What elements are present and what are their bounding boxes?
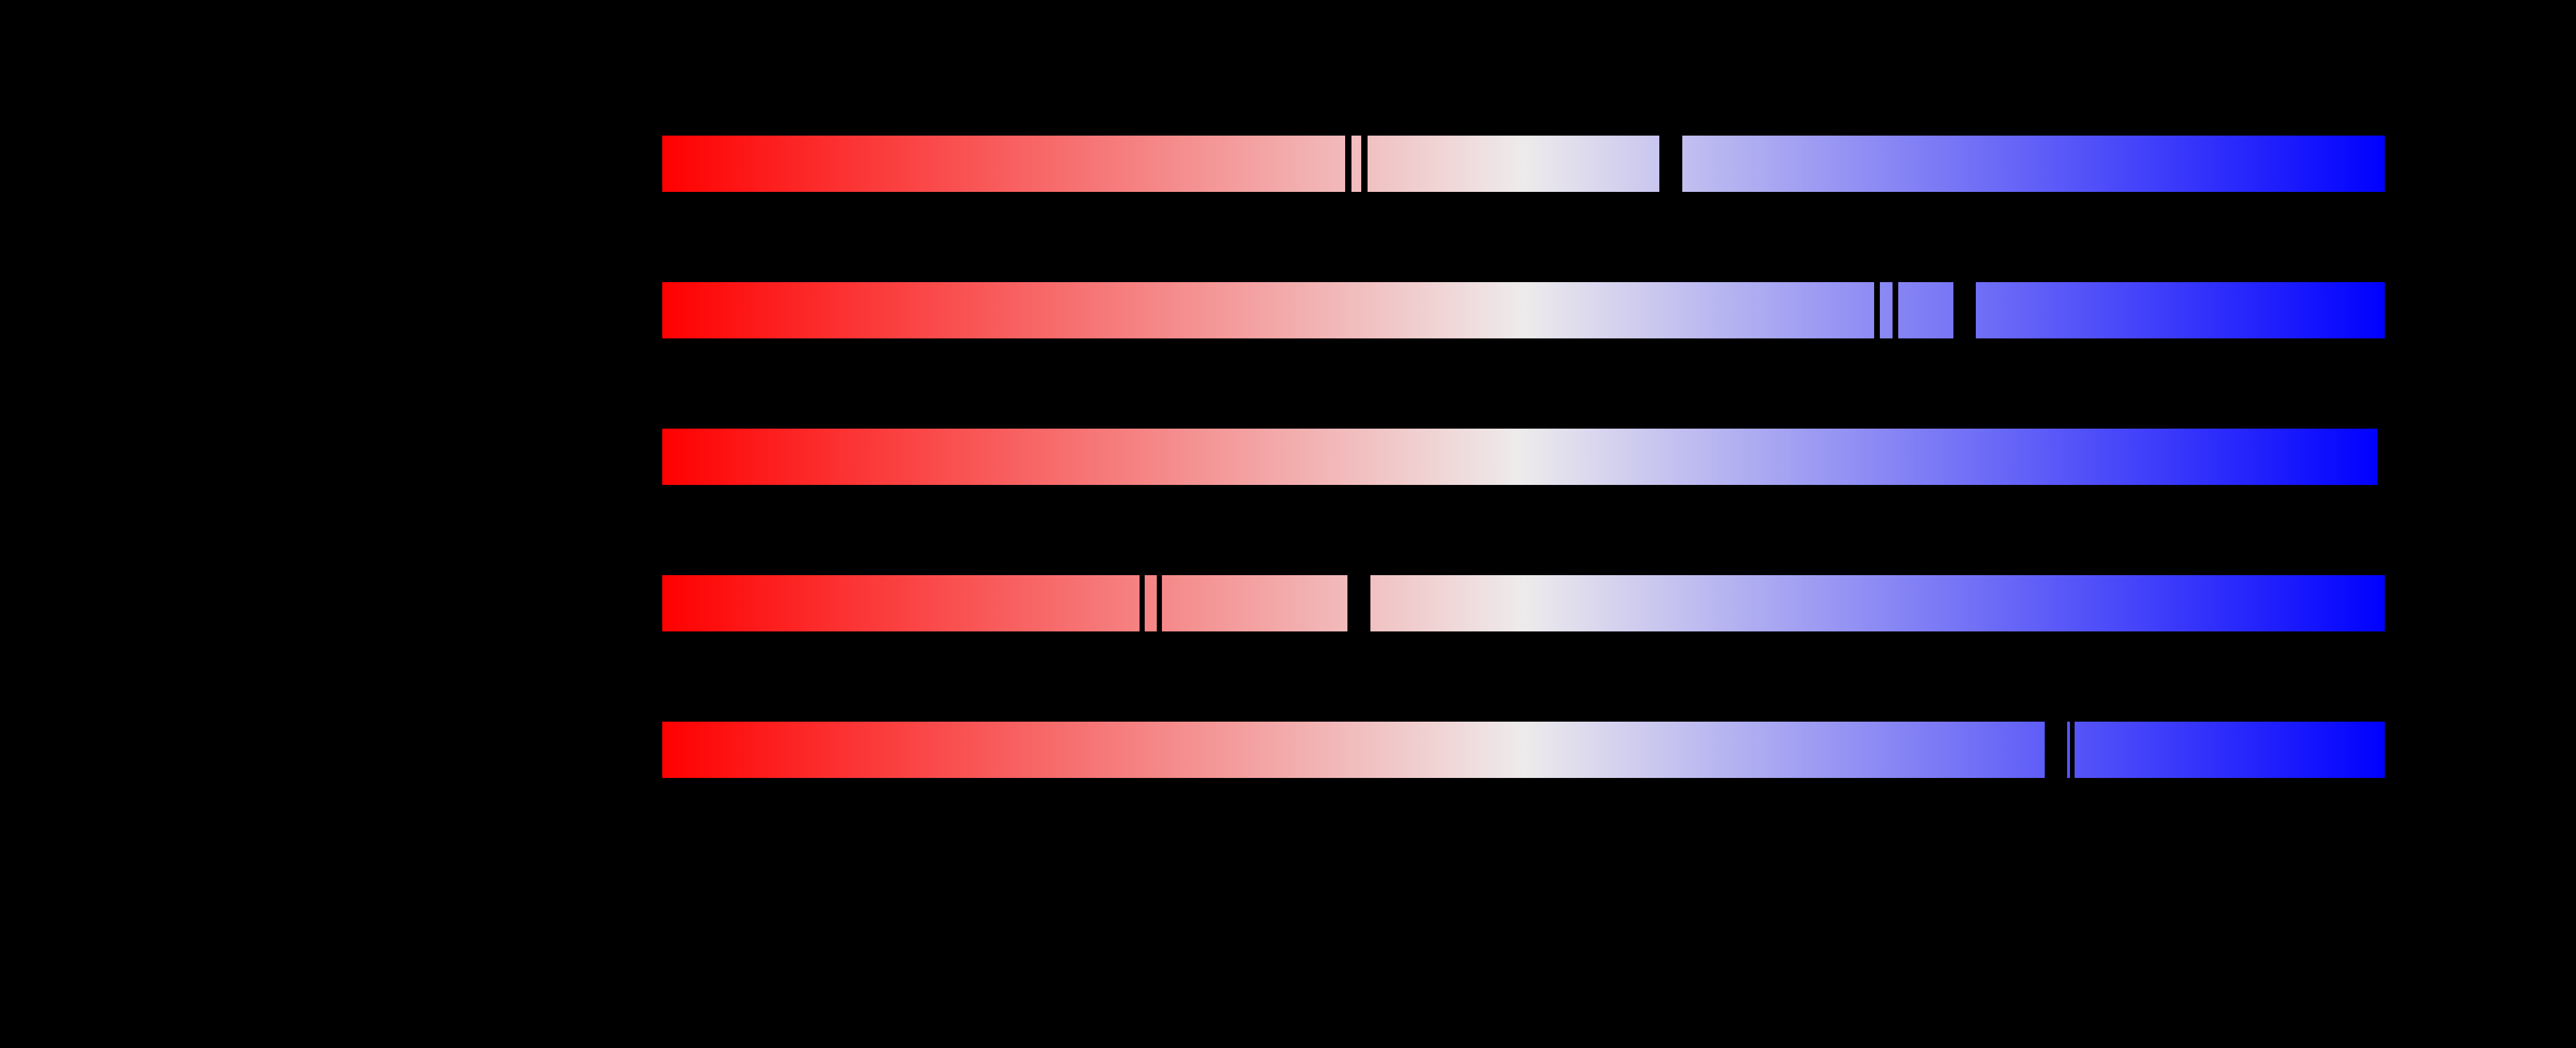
tick-mark bbox=[1659, 136, 1682, 192]
tick-mark bbox=[2070, 722, 2075, 778]
tick-mark bbox=[1874, 282, 1880, 338]
tick-mark bbox=[1953, 282, 1976, 338]
tick-mark bbox=[1345, 136, 1351, 192]
gradient-bar-4 bbox=[662, 575, 2385, 631]
tick-mark bbox=[2045, 722, 2067, 778]
gradient-bar-3 bbox=[662, 429, 2377, 485]
gradient-bar-2 bbox=[662, 282, 2385, 338]
gradient-bar-5 bbox=[662, 722, 2385, 778]
tick-mark bbox=[1361, 136, 1368, 192]
tick-mark bbox=[1893, 282, 1898, 338]
tick-mark bbox=[1347, 575, 1370, 631]
tick-mark bbox=[1140, 575, 1145, 631]
gradient-bar-1 bbox=[662, 136, 2385, 192]
tick-mark bbox=[1157, 575, 1162, 631]
